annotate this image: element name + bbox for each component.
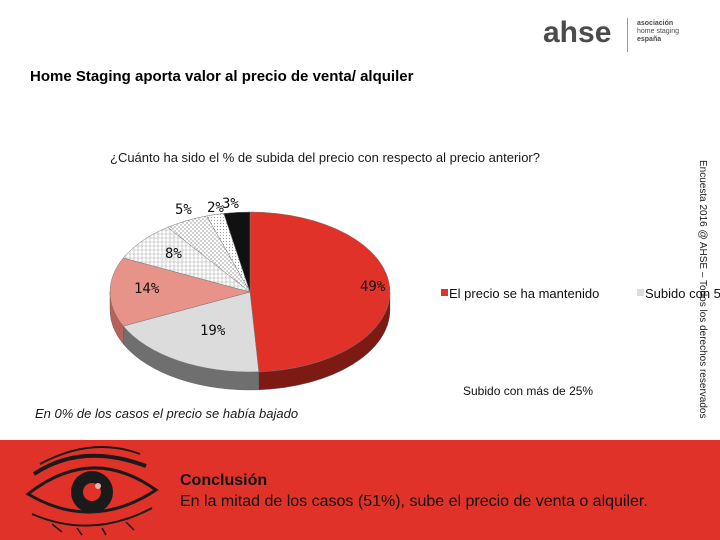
pie-label-2: 19% [200,323,226,339]
legend-swatch-1 [441,289,448,296]
pie-label-7: 3% [222,196,239,212]
pie-chart: 49% 19% 14% 8% 5% 2%3% El precio se ha manten… [109,196,720,398]
legend-label-1: El precio se ha mantenido [449,286,599,301]
logo-line-1: asociación [637,20,674,27]
logo-line-2: home staging [637,28,680,35]
pie-slice-2 [122,291,260,373]
pie-label-1: 49% [360,279,386,295]
legend-label-2: Subido con 5 [645,286,720,301]
pie-label-6: 2% [207,200,224,216]
logo-wordmark: ahse [543,16,612,49]
logo-subtitle: asociación home staging españa [637,20,679,44]
pie-slice-7 [223,211,251,293]
pie-slice-3 [109,257,251,327]
pie-slice-1 [249,211,391,373]
pie-label-3: 14% [134,281,160,297]
pie-label-5: 5% [175,202,192,218]
conclusion-title: Conclusión [180,472,268,489]
chart-title: ¿Cuánto ha sido el % de subida del preci… [110,150,540,165]
ahse-logo: ahse asociación home staging españa [537,14,707,56]
logo-line-3: españa [637,36,662,43]
legend-swatch-2 [637,289,644,296]
conclusion-text: En la mitad de los casos (51%), sube el … [180,493,648,510]
eye-icon [25,445,159,536]
pie-label-4: 8% [165,246,182,262]
bottom-note: En 0% de los casos el precio se había ba… [35,406,299,421]
copyright-note: Encuesta 2016 @ AHSE – Todos los derecho… [697,160,708,419]
legend-label-3: Subido con más de 25% [463,384,593,398]
logo-divider [627,18,628,52]
page-title: Home Staging aporta valor al precio de v… [30,68,414,85]
